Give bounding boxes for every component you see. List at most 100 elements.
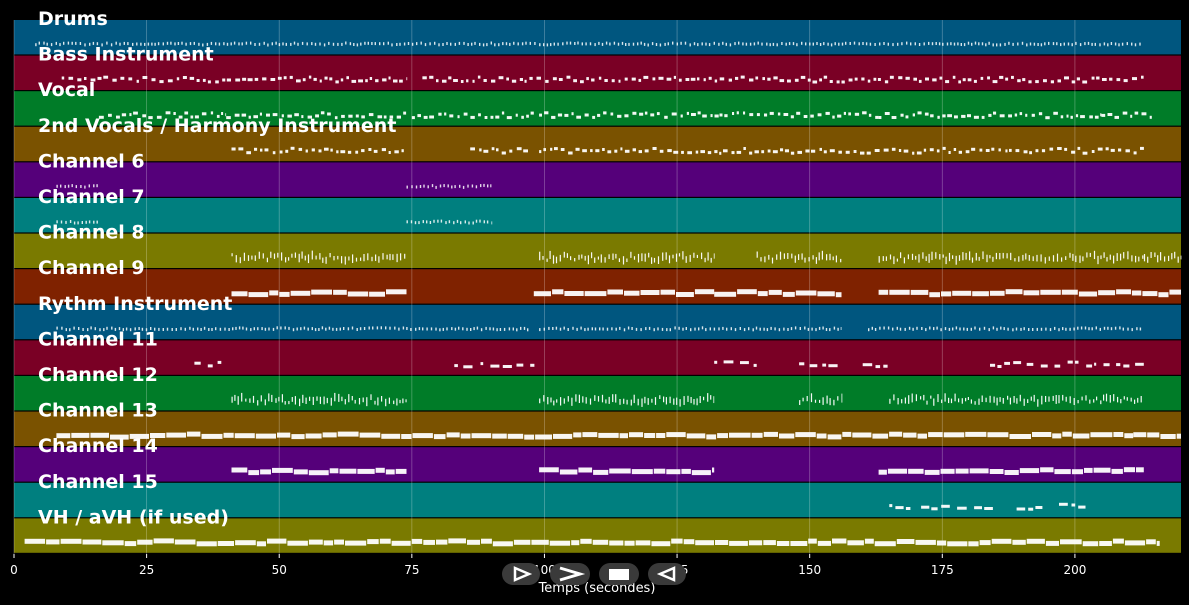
note: [311, 42, 313, 46]
note: [529, 76, 533, 80]
back-button[interactable]: [648, 563, 686, 585]
track-notes-1: [35, 41, 1141, 47]
note: [1060, 539, 1082, 545]
note: [490, 184, 492, 188]
note: [1027, 399, 1029, 404]
note: [914, 42, 916, 46]
note: [612, 253, 614, 260]
track-notes-13: [231, 467, 1144, 476]
note: [210, 41, 213, 45]
note: [301, 115, 304, 119]
note: [1107, 326, 1109, 330]
note: [962, 252, 964, 261]
note: [624, 290, 640, 296]
note: [393, 400, 395, 405]
note: [1101, 113, 1106, 117]
note: [923, 394, 925, 401]
note: [952, 327, 954, 331]
note: [433, 219, 435, 223]
note: [604, 257, 606, 263]
note: [974, 401, 976, 405]
note: [896, 326, 898, 330]
note: [651, 257, 653, 264]
note: [917, 111, 922, 115]
note: [1005, 77, 1009, 81]
note: [433, 434, 446, 440]
note: [632, 111, 637, 115]
note: [106, 41, 108, 45]
note: [323, 43, 326, 47]
track-bands: [14, 20, 1181, 553]
note: [948, 397, 950, 404]
note: [333, 256, 335, 261]
note: [724, 114, 728, 118]
note: [539, 328, 541, 332]
forward-button[interactable]: [550, 563, 590, 585]
note: [153, 538, 174, 544]
note: [1113, 255, 1115, 264]
note: [1080, 115, 1085, 119]
note: [800, 75, 806, 79]
note: [853, 150, 857, 153]
note: [1086, 364, 1093, 368]
note: [1025, 113, 1028, 117]
note: [305, 397, 307, 404]
note: [366, 397, 368, 407]
note: [371, 256, 373, 262]
note: [1123, 364, 1130, 368]
note: [275, 398, 277, 403]
note: [1111, 468, 1123, 474]
note: [584, 291, 607, 297]
play-button[interactable]: [502, 563, 540, 585]
note: [928, 41, 930, 45]
stop-button[interactable]: [599, 563, 639, 585]
note: [1117, 396, 1119, 403]
note: [874, 43, 876, 46]
note: [624, 540, 635, 546]
note: [1142, 291, 1158, 297]
note: [794, 78, 799, 82]
note: [110, 43, 113, 47]
note: [156, 115, 162, 119]
note: [608, 254, 610, 260]
note: [838, 42, 840, 46]
note: [1019, 112, 1023, 116]
note: [1052, 255, 1055, 262]
note: [985, 43, 987, 47]
note: [996, 327, 998, 331]
note: [760, 257, 762, 262]
note: [589, 398, 592, 405]
note: [829, 149, 835, 153]
note: [192, 327, 194, 331]
note: [597, 113, 601, 117]
note: [742, 42, 744, 46]
note: [454, 364, 458, 368]
note: [202, 43, 204, 47]
note: [997, 365, 1002, 368]
note: [573, 79, 577, 83]
note: [958, 80, 961, 84]
note: [1058, 328, 1060, 332]
note: [418, 221, 420, 225]
note: [1158, 292, 1169, 298]
note: [215, 327, 217, 331]
note: [260, 148, 263, 152]
note: [1028, 80, 1032, 84]
note: [207, 364, 213, 368]
note: [200, 328, 202, 331]
note: [487, 184, 489, 188]
note: [1089, 399, 1091, 404]
note: [676, 292, 694, 297]
note: [729, 43, 732, 47]
note: [1126, 42, 1128, 46]
note: [978, 256, 980, 261]
note: [945, 256, 947, 265]
note: [799, 327, 801, 330]
note: [111, 326, 113, 330]
note: [921, 505, 930, 509]
note: [1091, 76, 1095, 80]
note: [926, 400, 928, 405]
note: [235, 78, 241, 82]
note: [485, 326, 487, 330]
note: [669, 396, 671, 404]
